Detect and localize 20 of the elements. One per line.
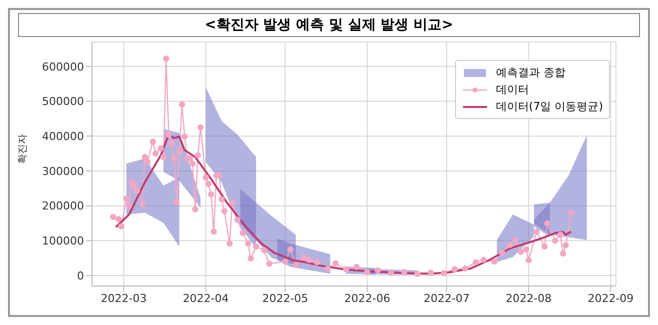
y-tick-label: 600000 <box>42 60 84 74</box>
x-tick-label: 2022-07 <box>424 292 470 305</box>
chart-title: <확진자 발생 예측 및 실제 발생 비교> <box>18 13 640 37</box>
y-tick-label: 100000 <box>42 234 84 248</box>
y-tick-label: 400000 <box>42 130 84 144</box>
x-tick-label: 2022-04 <box>182 292 229 305</box>
x-tick-label: 2022-03 <box>100 292 147 305</box>
legend-label: 예측결과 종합 <box>496 65 566 80</box>
y-tick-label: 0 <box>77 269 84 282</box>
legend-label: 데이터(7일 이동평균) <box>496 99 603 114</box>
x-tick-label: 2022-05 <box>262 292 308 305</box>
legend-label: 데이터 <box>496 82 529 97</box>
x-tick-label: 2022-09 <box>588 292 634 305</box>
line-series <box>114 133 572 275</box>
y-tick-label: 200000 <box>42 200 84 213</box>
x-tick-label: 2022-06 <box>344 292 390 305</box>
y-axis-title: 확진자 <box>18 134 29 164</box>
x-tick-label: 2022-08 <box>506 292 552 305</box>
y-tick-label: 500000 <box>42 95 84 108</box>
y-tick-label: 300000 <box>42 164 84 178</box>
